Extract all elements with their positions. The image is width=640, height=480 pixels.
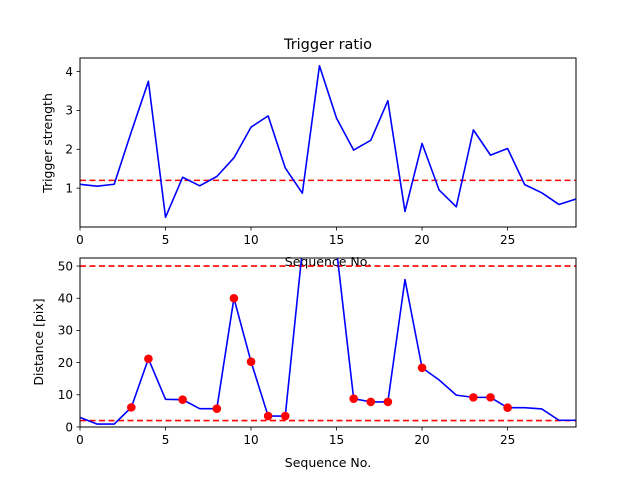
- series-line: [80, 64, 576, 219]
- y-tick-label: 10: [58, 388, 73, 402]
- y-tick-label: 4: [65, 65, 73, 79]
- x-tick-label: 15: [329, 433, 344, 447]
- data-point-marker: [144, 354, 153, 364]
- x-tick-label: 10: [243, 433, 258, 447]
- data-point-marker: [417, 363, 427, 373]
- x-tick-label: 5: [162, 433, 170, 447]
- data-point-marker: [503, 403, 512, 412]
- data-point-marker: [469, 393, 478, 402]
- y-tick-label: 1: [65, 181, 73, 195]
- x-tick-label: 0: [76, 433, 84, 447]
- y-axis-label: Distance [pix]: [31, 298, 46, 385]
- chart-title: Trigger ratio: [283, 37, 372, 53]
- x-tick-label: 5: [162, 233, 170, 247]
- plot-frame: [79, 257, 577, 428]
- x-tick-label: 20: [414, 233, 429, 247]
- y-tick-label: 0: [65, 420, 73, 434]
- data-point-marker: [229, 293, 239, 303]
- x-tick-label: 15: [329, 233, 344, 247]
- data-point-marker: [486, 393, 495, 402]
- y-tick-label: 2: [65, 143, 73, 157]
- data-point-marker: [263, 411, 273, 421]
- data-point-marker: [366, 397, 376, 407]
- data-point-marker: [127, 403, 136, 412]
- x-tick-label: 10: [243, 233, 258, 247]
- y-tick-label: 3: [65, 104, 73, 118]
- data-point-marker: [178, 395, 187, 404]
- data-point-marker: [349, 394, 358, 403]
- y-tick-label: 30: [58, 324, 73, 338]
- plot-frame: [79, 57, 577, 228]
- y-axis-label: Trigger strength: [40, 93, 55, 194]
- y-tick-label: 20: [58, 356, 73, 370]
- distance-panel: Distance [pix] Sequence No. 0 5 10 15 20 25 0 1…: [31, 257, 577, 470]
- x-tick-label: 25: [500, 233, 515, 247]
- x-tick-label: 0: [76, 233, 84, 247]
- trigger-ratio-panel: Trigger ratio Trigger strength Sequence …: [40, 37, 577, 269]
- y-tick-label: 40: [58, 292, 73, 306]
- y-tick-label: 50: [58, 259, 73, 273]
- x-axis-label: Sequence No.: [285, 455, 371, 470]
- data-point-marker: [246, 357, 256, 366]
- data-point-marker: [383, 397, 393, 407]
- data-point-marker: [212, 404, 222, 413]
- data-point-marker: [280, 411, 290, 421]
- x-tick-label: 20: [414, 433, 429, 447]
- x-tick-label: 25: [500, 433, 515, 447]
